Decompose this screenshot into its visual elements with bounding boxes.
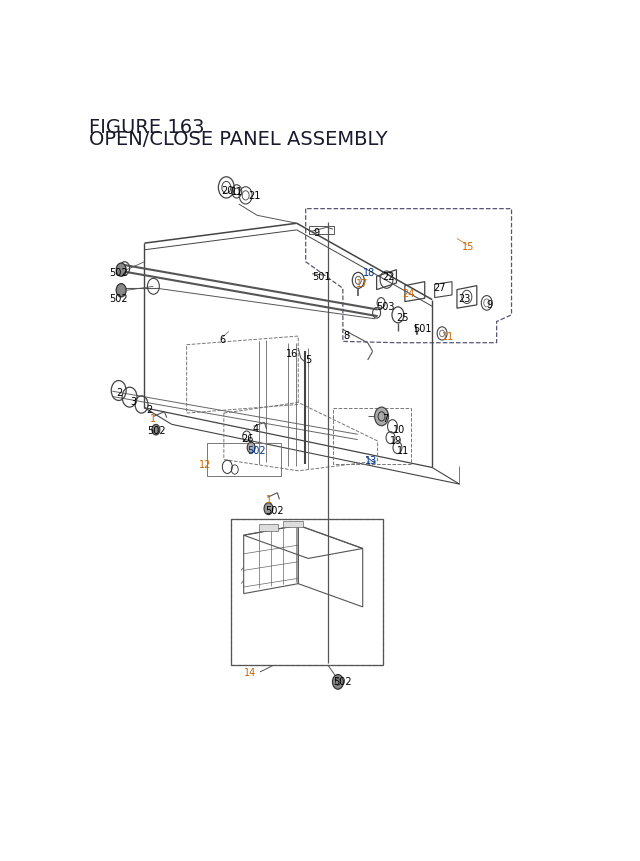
Circle shape	[247, 443, 255, 454]
Circle shape	[116, 284, 126, 298]
Text: 13: 13	[365, 455, 378, 465]
Text: 8: 8	[343, 331, 349, 340]
Text: 20: 20	[221, 186, 234, 195]
Bar	[309, 226, 334, 234]
Text: 1: 1	[266, 494, 271, 504]
Text: 14: 14	[244, 667, 256, 677]
Text: 24: 24	[403, 288, 415, 299]
Text: 12: 12	[199, 460, 211, 469]
Text: 502: 502	[147, 426, 166, 436]
Text: 502: 502	[109, 268, 127, 277]
Text: 16: 16	[286, 349, 298, 359]
Text: 1: 1	[150, 414, 157, 424]
Text: 3: 3	[131, 397, 137, 406]
Text: 5: 5	[305, 354, 311, 364]
Text: 501: 501	[413, 324, 432, 334]
Circle shape	[116, 263, 126, 277]
Circle shape	[374, 407, 388, 426]
Text: 7: 7	[383, 414, 389, 424]
Text: 9: 9	[486, 300, 493, 310]
Text: 9: 9	[313, 227, 319, 238]
Text: FIGURE 163: FIGURE 163	[89, 118, 204, 137]
Text: 6: 6	[220, 335, 226, 345]
Text: 11: 11	[230, 187, 243, 197]
Text: 503: 503	[376, 302, 395, 312]
Text: 18: 18	[363, 268, 375, 277]
Text: OPEN/CLOSE PANEL ASSEMBLY: OPEN/CLOSE PANEL ASSEMBLY	[89, 130, 388, 149]
Text: 2: 2	[146, 405, 152, 415]
Circle shape	[332, 675, 344, 690]
Bar	[284, 521, 303, 528]
Text: 502: 502	[109, 294, 127, 303]
Text: 22: 22	[383, 272, 395, 282]
Text: 21: 21	[249, 191, 261, 201]
Text: 11: 11	[397, 446, 410, 455]
Bar	[259, 524, 278, 531]
Text: 502: 502	[266, 505, 284, 516]
Text: 27: 27	[434, 282, 446, 293]
Bar	[207, 443, 281, 477]
Text: 502: 502	[333, 677, 351, 686]
Text: 26: 26	[242, 434, 254, 443]
Text: 25: 25	[396, 313, 409, 323]
Bar	[231, 520, 383, 666]
Text: 15: 15	[462, 242, 474, 252]
Text: 501: 501	[312, 271, 331, 282]
Text: 11: 11	[442, 331, 454, 342]
Text: 4: 4	[253, 423, 259, 433]
Text: 502: 502	[248, 445, 266, 455]
Circle shape	[264, 503, 273, 515]
Text: 2: 2	[116, 388, 122, 398]
Text: 19: 19	[390, 435, 402, 445]
Text: 17: 17	[356, 279, 369, 288]
Circle shape	[152, 424, 160, 436]
Text: 10: 10	[392, 424, 404, 435]
Text: 23: 23	[458, 294, 471, 303]
